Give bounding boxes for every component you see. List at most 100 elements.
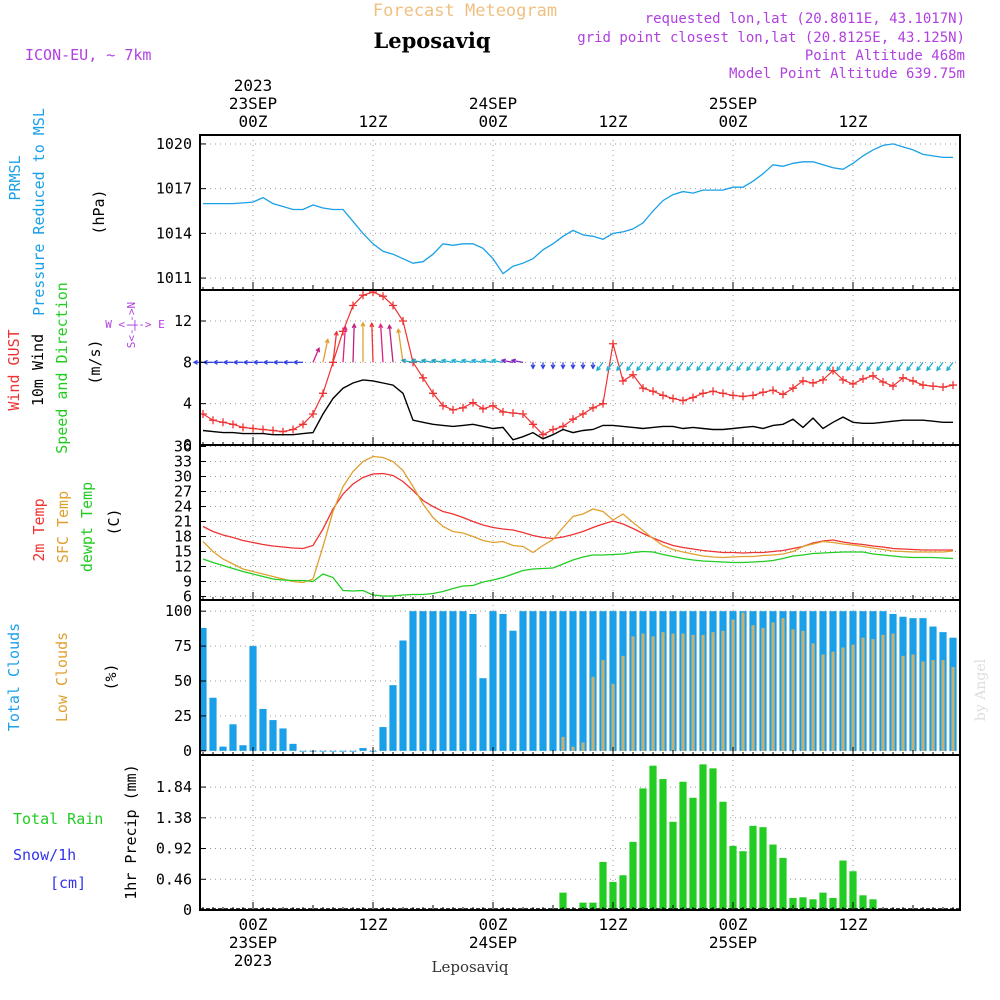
rain-bar (869, 899, 877, 910)
wind-arrow-head (596, 366, 601, 372)
low-clouds-bar (581, 742, 585, 751)
wind-arrow-head (876, 366, 881, 372)
wind-arrow-head (396, 327, 402, 334)
wind-arrow (501, 359, 514, 363)
gust-marker (249, 424, 257, 433)
rain-bar (649, 765, 657, 910)
wind-arrow-head (242, 359, 248, 365)
wind-arrow (606, 361, 614, 371)
wind-arrow-head (500, 358, 506, 364)
y-tick-label: 1017 (156, 180, 192, 198)
low-clouds-bar (911, 654, 915, 751)
wind-arrow-head (430, 358, 436, 364)
low-clouds-bar (841, 647, 845, 751)
wind-arrow (636, 361, 644, 371)
total-clouds-bar (269, 720, 277, 751)
wind-arrow-head (666, 366, 671, 372)
low-clouds-bar (941, 660, 945, 751)
rain-bar (699, 764, 707, 910)
total-clouds-bar (489, 611, 497, 751)
gust-marker (389, 301, 397, 310)
wind-arrow-head (916, 366, 921, 372)
rain-bar (609, 881, 617, 910)
y-tick-label: 9 (183, 573, 192, 591)
low-clouds-bar (931, 660, 935, 751)
rain-bar (849, 871, 857, 910)
wind-arrow-head (460, 358, 466, 364)
location-title: Leposaviq (373, 28, 490, 53)
total-clouds-label: Total Clouds (5, 623, 23, 731)
wind-arrow (371, 323, 374, 363)
wind-arrow-head (560, 364, 566, 370)
total-clouds-bar (289, 743, 297, 751)
wind-arrow (646, 361, 654, 371)
wind-arrow (401, 359, 414, 363)
wind-arrow-head (766, 366, 771, 372)
temp-unit: (C) (105, 508, 123, 535)
y-tick-label: 30 (174, 468, 192, 486)
wind-arrow (696, 361, 704, 371)
low-clouds-bar (851, 644, 855, 751)
pressure-label-2: Pressure Reduced to MSL (30, 108, 48, 316)
top-time-label: 00Z (719, 112, 748, 131)
wind-arrow-head (282, 359, 288, 365)
gust-marker (779, 390, 787, 399)
wind-arrow-head (369, 321, 375, 328)
wind-arrow (332, 331, 338, 363)
wind-arrow (896, 361, 904, 371)
total-clouds-bar (399, 640, 407, 751)
compass-sn: S<-|->N (125, 302, 138, 348)
low-clouds-bar (561, 736, 565, 751)
total-clouds-bar (239, 745, 247, 751)
gust-marker (629, 370, 637, 379)
wind-arrow (676, 361, 684, 371)
total-clouds-bar (499, 613, 507, 751)
wind-arrow-head (926, 366, 931, 372)
wind-arrow-head (826, 366, 831, 372)
gust-marker (309, 410, 317, 418)
wind-arrow-head (530, 364, 536, 370)
low-clouds-bar (721, 630, 725, 751)
y-tick-label: 1.38 (156, 809, 192, 827)
total-clouds-bar (339, 750, 347, 752)
gust-marker (669, 394, 677, 403)
gust-marker (939, 383, 947, 392)
rain-bar (599, 861, 607, 910)
wind-arrow (736, 361, 744, 371)
y-tick-label: 4 (183, 395, 192, 413)
low-clouds-bar (621, 655, 625, 751)
y-tick-label: 75 (174, 637, 192, 655)
rain-label: Total Rain (13, 810, 103, 828)
wind-arrow (936, 361, 944, 371)
low-clouds-bar (891, 633, 895, 751)
gust-marker (299, 420, 307, 429)
bottom-year-label: 2023 (234, 951, 273, 970)
wind-arrow (726, 361, 734, 371)
total-clouds-bar (439, 611, 447, 751)
wind-arrow-head (570, 364, 576, 370)
rain-bar (779, 857, 787, 910)
rain-bar (739, 851, 747, 910)
low-clouds-bar (661, 632, 665, 751)
total-clouds-bar (609, 611, 617, 751)
wind-arrow-head (420, 358, 426, 364)
total-clouds-bar (209, 697, 217, 751)
wind-arrow-head (315, 347, 321, 353)
wind-arrow (856, 361, 864, 371)
y-tick-label: 0.92 (156, 840, 192, 858)
wind-arrow-head (580, 364, 586, 370)
wind-arrow (686, 361, 694, 371)
gust-marker (709, 387, 717, 396)
wind-line (202, 379, 953, 441)
low-clouds-bar (691, 634, 695, 751)
wind-arrow-head (222, 359, 228, 365)
total-clouds-bar (359, 748, 367, 751)
bottom-date-label: 25SEP (709, 933, 757, 952)
wind-arrow-head (324, 337, 330, 344)
wind-arrow-head (866, 366, 871, 372)
pressure-line (203, 143, 953, 275)
wind-arrow (596, 361, 604, 371)
total-clouds-bar (529, 611, 537, 751)
wind-arrow-head (590, 364, 596, 370)
